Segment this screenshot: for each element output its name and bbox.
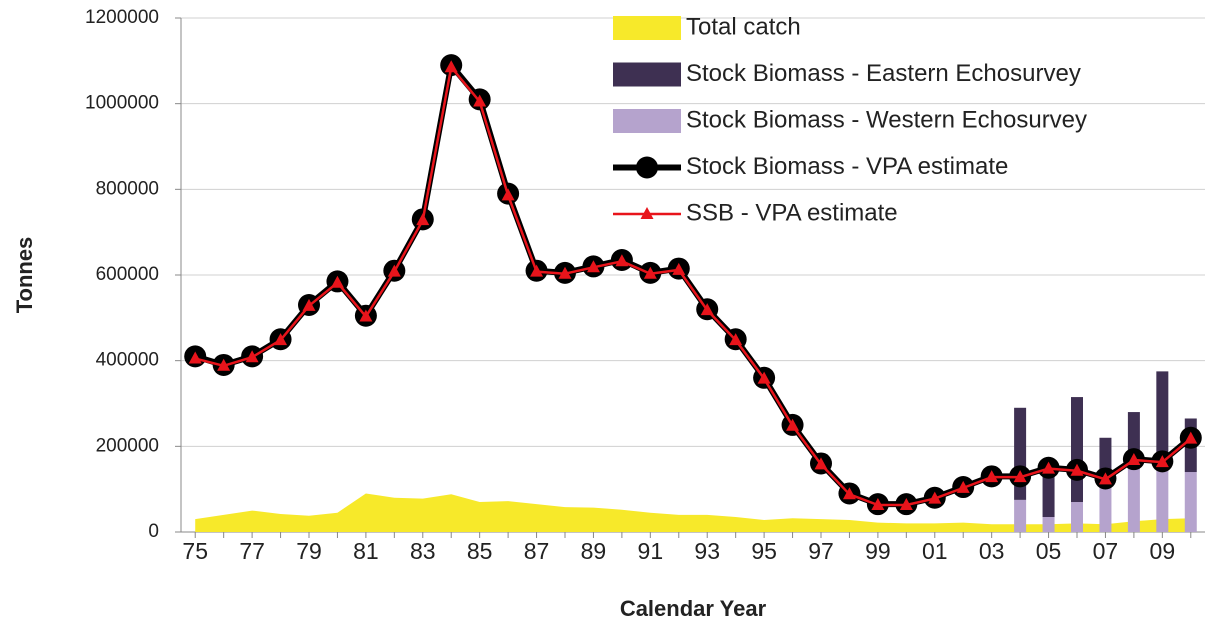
marker <box>558 266 572 279</box>
legend-label: Stock Biomass - Western Echosurvey <box>686 106 1087 133</box>
marker <box>643 266 657 279</box>
marker <box>274 333 288 346</box>
y-tick-label: 0 <box>148 521 159 542</box>
x-tick-label: 07 <box>1093 538 1119 564</box>
catch-area <box>195 493 1191 532</box>
series-line <box>194 66 1192 507</box>
x-tick-label: 89 <box>581 538 607 564</box>
marker <box>615 254 629 267</box>
y-tick-label: 600000 <box>96 264 159 285</box>
marker <box>387 264 401 277</box>
x-tick-label: 95 <box>751 538 777 564</box>
marker <box>217 358 231 371</box>
survey-bar <box>1127 467 1140 532</box>
y-tick-label: 800000 <box>96 178 159 199</box>
x-tick-label: 97 <box>808 538 834 564</box>
marker <box>1155 455 1169 468</box>
x-axis-label: Calendar Year <box>620 596 767 621</box>
marker <box>1070 463 1084 476</box>
x-tick-label: 83 <box>410 538 436 564</box>
marker <box>842 487 856 500</box>
marker <box>302 298 316 311</box>
marker <box>1098 472 1112 485</box>
legend-swatch <box>613 16 681 40</box>
marker <box>928 491 942 504</box>
survey-bar <box>1014 499 1027 532</box>
marker <box>757 371 771 384</box>
marker <box>416 213 430 226</box>
marker <box>729 333 743 346</box>
marker <box>330 275 344 288</box>
y-tick-label: 1200000 <box>85 7 159 28</box>
survey-bar <box>1042 517 1055 532</box>
marker <box>899 498 913 511</box>
marker <box>871 498 885 511</box>
y-axis-label: Tonnes <box>12 237 37 314</box>
x-tick-label: 77 <box>239 538 265 564</box>
marker <box>473 94 487 107</box>
marker <box>444 60 458 73</box>
x-tick-label: 99 <box>865 538 891 564</box>
survey-bar <box>1099 484 1112 532</box>
survey-bar <box>1071 397 1083 503</box>
legend-label: Stock Biomass - Eastern Echosurvey <box>686 60 1081 87</box>
y-tick-label: 1000000 <box>85 93 159 114</box>
x-tick-label: 79 <box>296 538 322 564</box>
marker <box>956 480 970 493</box>
legend-label: Total catch <box>686 13 801 40</box>
marker <box>672 262 686 275</box>
marker <box>1013 470 1027 483</box>
marker <box>1042 461 1056 474</box>
legend-marker <box>636 156 658 179</box>
legend-swatch <box>613 109 681 133</box>
x-tick-label: 03 <box>979 538 1005 564</box>
survey-bar <box>1156 467 1169 532</box>
marker <box>814 457 828 470</box>
y-tick-label: 400000 <box>96 350 159 371</box>
x-tick-label: 01 <box>922 538 948 564</box>
marker <box>501 188 515 201</box>
legend-swatch <box>613 62 681 87</box>
marker <box>530 264 544 277</box>
marker <box>1184 431 1198 444</box>
x-tick-label: 05 <box>1036 538 1062 564</box>
legend-label: Stock Biomass - VPA estimate <box>686 153 1008 180</box>
x-tick-label: 87 <box>524 538 550 564</box>
survey-bar <box>1156 371 1169 468</box>
marker <box>1127 453 1141 466</box>
survey-bar <box>1042 472 1055 518</box>
survey-bar <box>1184 472 1197 532</box>
x-tick-label: 09 <box>1150 538 1176 564</box>
legend-marker <box>640 207 654 219</box>
survey-bar <box>1071 502 1083 532</box>
x-tick-label: 81 <box>353 538 379 564</box>
marker <box>359 309 373 322</box>
marker <box>700 303 714 316</box>
x-tick-label: 75 <box>182 538 208 564</box>
marker <box>245 350 259 363</box>
y-tick-label: 200000 <box>96 435 159 456</box>
marker <box>188 351 202 364</box>
x-tick-label: 93 <box>694 538 720 564</box>
x-tick-label: 91 <box>638 538 664 564</box>
x-tick-label: 85 <box>467 538 493 564</box>
marker <box>586 260 600 273</box>
legend-label: SSB - VPA estimate <box>686 199 898 226</box>
marker <box>786 418 800 431</box>
marker <box>985 470 999 483</box>
